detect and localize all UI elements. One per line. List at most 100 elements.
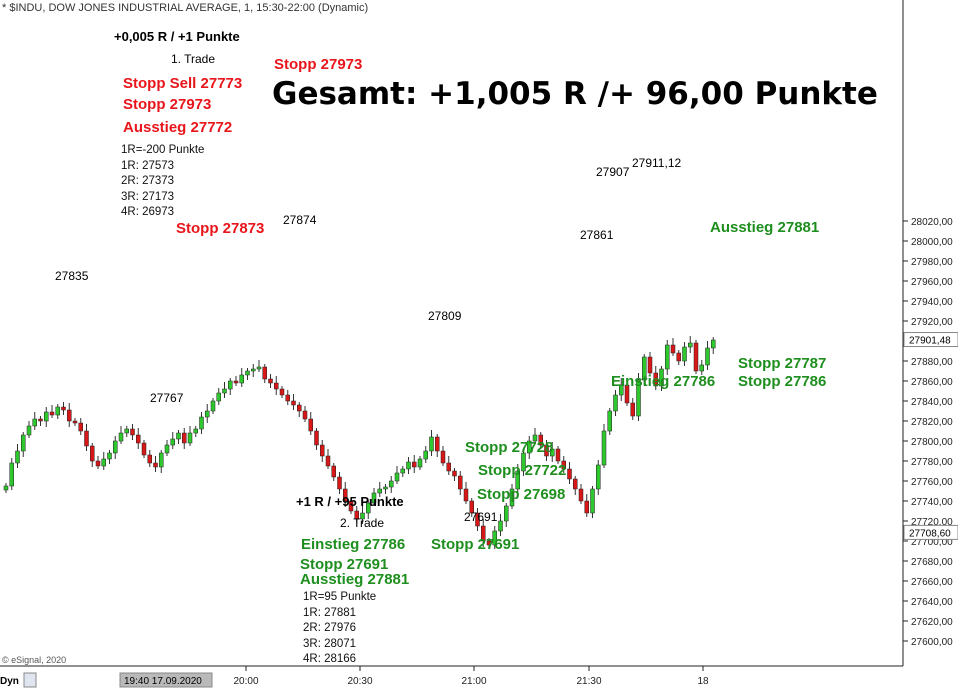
candle-body — [26, 425, 32, 436]
price-tick-label: 27880,00 — [911, 357, 953, 368]
trade2-trail-stop: Stopp 27728 — [465, 439, 554, 456]
candle-body — [642, 356, 647, 381]
candle-body — [256, 366, 262, 370]
price-tick-label: 27840,00 — [911, 397, 953, 408]
price-tick-label: 27920,00 — [911, 317, 953, 328]
candle-body — [711, 339, 716, 349]
swing-label: 27767 — [150, 391, 184, 405]
trade1-note-line: 3R: 27173 — [121, 190, 175, 203]
candle-body — [544, 444, 549, 457]
candle-body — [348, 500, 354, 512]
candle-body — [67, 409, 72, 422]
candle-body — [389, 480, 394, 488]
trade2-note-line: 4R: 28166 — [303, 653, 357, 665]
candle-body — [636, 379, 641, 417]
candle-body — [113, 440, 118, 454]
candle-body — [268, 378, 273, 384]
price-tick-label: 27780,00 — [911, 457, 953, 468]
swing-label: 27911,12 — [632, 156, 682, 170]
chart-title: * $INDU, DOW JONES INDUSTRIAL AVERAGE, 1… — [2, 2, 369, 14]
swing-label: 27691 — [464, 510, 498, 524]
candle-body — [561, 460, 566, 470]
marker-price-tag-box — [903, 524, 958, 540]
candle-body — [475, 512, 480, 527]
candle-body — [72, 420, 78, 424]
candle-body — [262, 366, 267, 380]
candle-body — [607, 410, 612, 432]
candle-body — [705, 347, 710, 366]
time-tick-label: 21:00 — [461, 676, 486, 687]
price-tick-label: 27720,00 — [911, 517, 953, 528]
candle-body — [366, 502, 371, 514]
trade1-stopp: Stopp 27973 — [123, 96, 212, 113]
candle-body — [61, 406, 66, 411]
trade2-name: 2. Trade — [340, 516, 385, 530]
price-tick-label: 27760,00 — [911, 477, 953, 488]
price-tick-label: 27960,00 — [911, 277, 953, 288]
dyn-label[interactable]: Dyn — [0, 676, 19, 687]
candle-body — [653, 372, 658, 387]
trade1-result: +0,005 R / +1 Punkte — [114, 29, 240, 44]
scroll-button[interactable] — [23, 672, 37, 688]
candle-body — [377, 488, 382, 494]
candle-body — [302, 410, 308, 420]
candle-body — [141, 442, 147, 456]
price-tick-label: 28020,00 — [911, 217, 953, 228]
candle-body — [274, 382, 279, 390]
candle-body — [170, 438, 175, 446]
trade2-entry: Einstieg 27786 — [301, 536, 406, 553]
candle-body — [596, 464, 601, 490]
candle-body — [233, 380, 239, 384]
trade1-note-line: 1R: 27573 — [121, 159, 175, 172]
candle-body — [469, 500, 474, 514]
trade2-notes: 1R=95 Punkte 1R: 27881 2R: 27976 3R: 280… — [303, 590, 376, 668]
candle-body — [394, 472, 400, 482]
time-axis[interactable]: 20:00 20:30 21:00 21:30 18 Dyn 19:40 17.09.202… — [0, 665, 903, 688]
candle-body — [187, 432, 193, 444]
candle-body — [228, 380, 233, 390]
candle-body — [360, 512, 365, 520]
swing-label: 27874 — [283, 213, 317, 227]
last-price-tag-box — [903, 332, 958, 348]
candle-body — [164, 444, 170, 454]
candle-body — [308, 418, 313, 432]
candle-body — [670, 344, 676, 354]
last-price-tag: 27901,48 — [909, 336, 951, 347]
candle-body — [38, 418, 43, 422]
trade2-entry-right: Einstieg 27786 — [611, 373, 716, 390]
trade2-note-line: 3R: 28071 — [303, 637, 357, 650]
candle-body — [21, 434, 26, 452]
candle-body — [314, 430, 319, 446]
candle-body — [630, 402, 635, 417]
candle-body — [251, 368, 256, 372]
candle-body — [371, 492, 377, 504]
candle-body — [584, 500, 589, 514]
candle-body — [555, 448, 561, 462]
candle-body — [44, 411, 49, 422]
candle-body — [429, 436, 434, 452]
candle-body — [193, 428, 198, 434]
candle-body — [147, 454, 152, 464]
trade1-notes: 1R=-200 Punkte 1R: 27573 2R: 27373 3R: 2… — [121, 143, 204, 221]
candle-body — [567, 468, 572, 480]
price-tick-label: 27740,00 — [911, 497, 953, 508]
trade2-result: +1 R / +95 Punkte — [296, 494, 404, 509]
candle-body — [682, 346, 687, 362]
trade1-stopp-mid: Stopp 27873 — [176, 220, 265, 237]
candle-body — [297, 404, 302, 412]
trade2-stopp-787: Stopp 27787 — [738, 355, 827, 372]
price-tick-label: 27700,00 — [911, 537, 953, 548]
candle-body — [492, 530, 497, 546]
swing-label: 27907 — [596, 165, 630, 179]
total-result-headline: Gesamt: +1,005 R /+ 96,00 Punkte — [272, 76, 878, 112]
price-axis[interactable]: 28020,00 28000,00 27980,00 27960,00 27940,00… — [902, 0, 958, 666]
candle-body — [90, 445, 95, 462]
candle-body — [463, 488, 469, 502]
price-tick-label: 27860,00 — [911, 377, 953, 388]
candle-body — [176, 432, 181, 440]
time-tick-label: 20:00 — [233, 676, 258, 687]
trade2-stopp-b: Stopp 27691 — [431, 536, 520, 553]
marker-price-tag: 27708,60 — [909, 528, 951, 539]
trade2-note-line: 1R=95 Punkte — [303, 591, 377, 603]
